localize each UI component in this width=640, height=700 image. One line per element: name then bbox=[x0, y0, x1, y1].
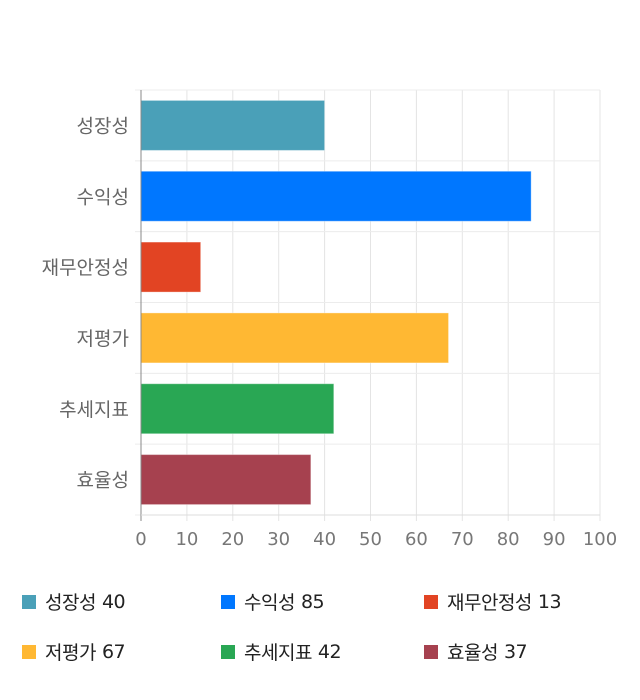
x-tick-label: 30 bbox=[267, 529, 290, 550]
y-tick-label: 수익성 bbox=[77, 186, 129, 208]
legend-value: 67 bbox=[101, 640, 126, 663]
x-tick-label: 0 bbox=[135, 529, 146, 550]
bar-성장성 bbox=[140, 99, 326, 151]
x-tick-label: 70 bbox=[451, 529, 474, 550]
legend-item[interactable]: 추세지표 42 bbox=[221, 638, 342, 665]
legend-swatch bbox=[221, 594, 235, 609]
bar-저평가 bbox=[140, 312, 450, 364]
legend-value: 85 bbox=[300, 590, 325, 613]
x-tick-label: 10 bbox=[175, 529, 198, 550]
legend-item[interactable]: 효율성 37 bbox=[424, 638, 528, 665]
legend-swatch bbox=[424, 594, 438, 609]
legend-swatch bbox=[221, 644, 235, 659]
legend-label: 추세지표 bbox=[244, 642, 312, 664]
y-tick-label: 효율성 bbox=[77, 470, 129, 492]
legend-value: 40 bbox=[101, 590, 126, 613]
legend-label: 저평가 bbox=[45, 642, 96, 664]
legend-item[interactable]: 저평가 67 bbox=[22, 638, 126, 665]
legend-value: 42 bbox=[317, 640, 342, 663]
legend-label: 효율성 bbox=[447, 642, 498, 664]
legend-label: 재무안정성 bbox=[447, 592, 532, 614]
y-tick-label: 성장성 bbox=[77, 115, 129, 137]
x-tick-label: 90 bbox=[543, 529, 566, 550]
x-tick-label: 100 bbox=[583, 529, 617, 550]
legend-label: 수익성 bbox=[244, 592, 295, 614]
legend-item[interactable]: 수익성 85 bbox=[221, 588, 325, 615]
legend-swatch bbox=[424, 644, 438, 659]
x-tick-label: 80 bbox=[497, 529, 520, 550]
legend-item[interactable]: 성장성 40 bbox=[22, 588, 126, 615]
bar-재무안정성 bbox=[140, 241, 202, 293]
legend-value: 13 bbox=[537, 590, 562, 613]
bar-추세지표 bbox=[140, 383, 335, 435]
legend-swatch bbox=[22, 594, 36, 609]
y-tick-label: 추세지표 bbox=[59, 399, 129, 421]
y-tick-label: 재무안정성 bbox=[42, 257, 129, 279]
x-tick-label: 20 bbox=[221, 529, 244, 550]
legend-swatch bbox=[22, 644, 36, 659]
x-tick-label: 50 bbox=[359, 529, 382, 550]
x-tick-label: 40 bbox=[313, 529, 336, 550]
y-tick-label: 저평가 bbox=[77, 328, 129, 350]
legend-label: 성장성 bbox=[45, 592, 96, 614]
x-tick-label: 60 bbox=[405, 529, 428, 550]
legend-value: 37 bbox=[503, 640, 528, 663]
bar-효율성 bbox=[140, 454, 312, 506]
legend-item[interactable]: 재무안정성 13 bbox=[424, 588, 562, 615]
bar-수익성 bbox=[140, 170, 532, 222]
